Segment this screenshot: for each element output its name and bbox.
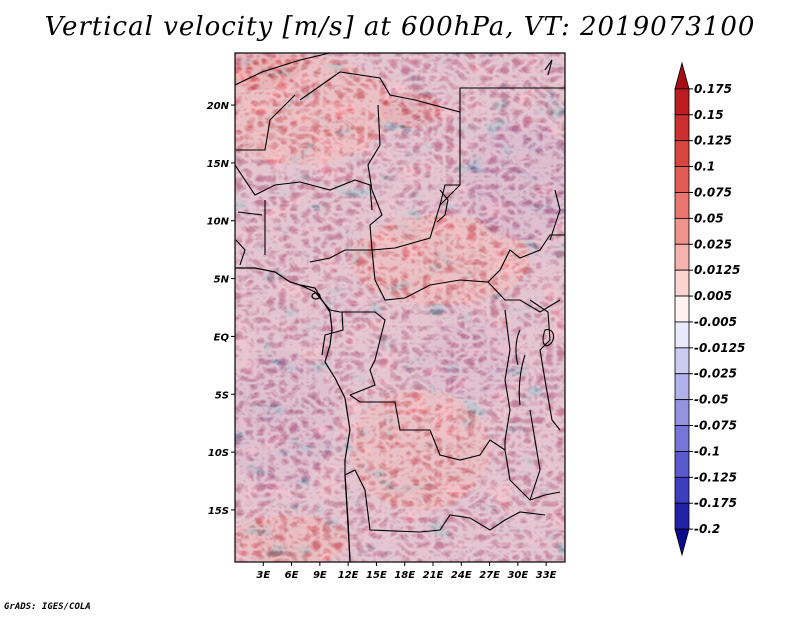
velocity-field: [235, 53, 565, 562]
lon-label: 30E: [507, 570, 528, 581]
colorbar-label: -0.1: [694, 444, 720, 458]
colorbar-swatch: [674, 243, 690, 271]
lat-label: 5N: [214, 275, 230, 286]
lat-label: 20N: [207, 101, 230, 112]
colorbar-swatch: [674, 192, 690, 219]
colorbar-label: -0.2: [694, 522, 720, 536]
lon-label: 9E: [313, 570, 327, 581]
colorbar-swatch: [674, 61, 690, 90]
colorbar-label: -0.05: [694, 393, 729, 407]
colorbar-label: 0.175: [694, 82, 732, 96]
lon-label: 33E: [536, 570, 557, 581]
colorbar-label: -0.125: [694, 470, 737, 484]
colorbar-swatch: [674, 295, 690, 323]
map-title: Vertical velocity [m/s] at 600hPa, VT: 2…: [44, 12, 756, 42]
colorbar-label: 0.15: [694, 108, 724, 122]
lat-label: 10S: [208, 448, 229, 459]
colorbar-swatch: [674, 476, 690, 504]
colorbar-swatch: [674, 425, 690, 452]
lon-label: 27E: [479, 570, 500, 581]
lat-label: 15S: [208, 506, 229, 517]
colorbar-label: 0.005: [694, 289, 732, 303]
colorbar-swatch: [674, 217, 690, 245]
map-frame: [234, 52, 566, 563]
colorbar-label: 0.0125: [694, 263, 740, 277]
colorbar-swatch: [674, 373, 690, 401]
colorbar-swatch: [674, 88, 690, 116]
lat-label: 10N: [207, 217, 230, 228]
colorbar-label: 0.125: [694, 134, 732, 148]
colorbar-label: 0.075: [694, 185, 732, 199]
lon-label: 3E: [256, 570, 270, 581]
colorbar-label: 0.05: [694, 211, 724, 225]
colorbar-label: -0.075: [694, 419, 737, 433]
lat-label: 5S: [215, 390, 229, 401]
lon-label: 15E: [366, 570, 387, 581]
colorbar-swatch: [674, 451, 690, 478]
lon-label: 24E: [451, 570, 472, 581]
colorbar-label: -0.025: [694, 367, 737, 381]
colorbar: 0.175 0.15 0.125 0.1 0.075 0.05 0.025 0.0125 0.0…: [674, 61, 745, 557]
colorbar-swatch: [674, 321, 690, 349]
lon-label: 12E: [338, 570, 359, 581]
colorbar-swatch: [674, 347, 690, 375]
country-borders: [235, 53, 565, 561]
colorbar-swatch: [674, 140, 690, 167]
grads-credit: GrADS: IGES/COLA: [4, 602, 91, 612]
colorbar-label: -0.175: [694, 496, 737, 510]
colorbar-swatch: [674, 166, 690, 193]
colorbar-swatch: [674, 399, 690, 426]
colorbar-swatch: [674, 502, 690, 530]
lon-label: 18E: [394, 570, 415, 581]
lat-label: EQ: [214, 332, 230, 343]
colorbar-swatch: [674, 528, 690, 557]
colorbar-label: 0.025: [694, 237, 732, 251]
colorbar-label: 0.1: [694, 160, 715, 174]
lat-axis: 20N 15N 10N 5N EQ 5S 10S 15S: [207, 101, 235, 517]
colorbar-label: -0.005: [694, 315, 737, 329]
lon-label: 6E: [285, 570, 299, 581]
colorbar-swatch: [674, 114, 690, 142]
coastline: [235, 267, 351, 562]
colorbar-swatch: [674, 269, 690, 297]
lon-axis: 3E 6E 9E 12E 15E 18E 21E 24E 27E 30E 33E: [256, 562, 557, 581]
colorbar-label: -0.0125: [694, 341, 745, 355]
lon-label: 21E: [423, 570, 444, 581]
lat-label: 15N: [207, 159, 230, 170]
